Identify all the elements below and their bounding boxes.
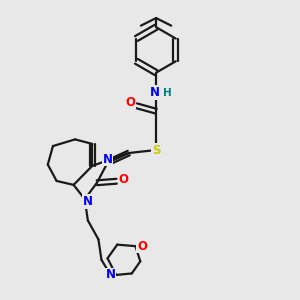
- Text: O: O: [137, 240, 147, 253]
- Text: S: S: [152, 143, 160, 157]
- Text: H: H: [163, 88, 172, 98]
- Text: N: N: [103, 153, 112, 166]
- Text: O: O: [118, 173, 128, 186]
- Text: N: N: [149, 86, 160, 99]
- Text: N: N: [83, 195, 93, 208]
- Text: O: O: [125, 96, 135, 109]
- Text: N: N: [106, 268, 116, 281]
